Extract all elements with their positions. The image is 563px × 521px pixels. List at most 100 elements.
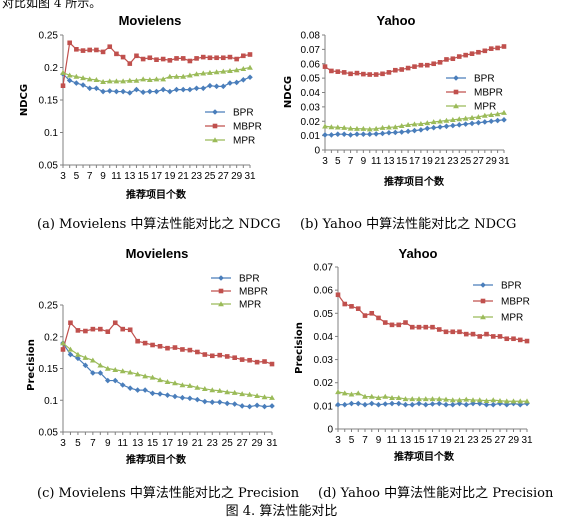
data-point-mbpr [423,324,429,330]
data-point-mbpr [355,306,361,311]
data-point-mbpr [382,320,388,325]
data-point-mpr [233,67,240,73]
data-point-mpr [104,365,111,371]
legend: BPR MBPR MPR [473,281,530,324]
data-point-mpr [392,124,399,130]
data-point-mbpr [495,45,500,51]
data-point-bpr [113,88,120,95]
data-point-mpr [449,397,456,403]
data-point-mbpr [380,71,385,77]
data-point-mpr [231,389,238,395]
data-point-mpr [429,396,436,402]
data-point-mpr [417,121,424,127]
data-point-mbpr [399,67,405,72]
data-point-mpr [366,126,373,132]
x-tick-label: 29 [508,435,520,446]
data-point-bpr [187,86,193,93]
data-point-bpr [362,401,368,408]
data-point-mpr [386,124,392,130]
data-point-mpr [149,374,156,380]
data-point-bpr [341,401,348,408]
x-tick-label: 5 [335,156,341,167]
data-point-mbpr [524,338,530,344]
data-point-bpr [149,390,156,397]
data-point-mbpr [247,52,253,57]
data-point-bpr [239,403,245,409]
data-point-bpr [187,395,193,402]
chart-movielens-ndcg: Movielens 0.05 0.1 0.15 0.2 0.25 3 5 7 9 11 13 15 17 1… [19,13,262,201]
data-point-mpr [146,77,153,83]
x-tick-label: 25 [481,435,493,446]
x-tick-label: 9 [376,435,382,446]
data-point-mbpr [418,62,424,68]
data-point-bpr [443,401,449,408]
y-tick-label: 0.01 [301,131,321,142]
y-tick-label: 0.06 [301,59,321,70]
legend-label-bpr: BPR [474,74,495,85]
data-point-mbpr [98,326,103,332]
x-tick-label: 31 [521,435,533,446]
x-tick-label: 7 [348,156,354,167]
legend-label-mpr: MPR [474,102,496,113]
data-point-bpr [482,119,488,125]
legend-label-mpr: MPR [233,136,255,147]
data-point-mpr [335,389,341,395]
data-point-mpr [224,389,231,395]
data-point-mbpr [107,44,113,49]
data-point-mbpr [150,342,155,348]
data-point-mbpr [443,329,449,335]
legend-label-bpr: BPR [501,281,522,292]
data-point-mbpr [180,56,186,61]
data-point-mbpr [424,62,430,68]
legend-marker-mbpr [480,298,486,304]
data-point-mpr [398,123,405,129]
data-point-mbpr [389,322,395,328]
chart-title: Movielens [126,246,189,261]
x-tick-label: 27 [218,171,230,182]
data-point-bpr [402,401,409,408]
x-tick-label: 29 [252,438,264,449]
series-bpr [60,340,275,410]
data-point-mpr [334,124,341,130]
legend-marker-bpr [480,282,486,288]
data-point-bpr [475,119,482,126]
data-point-mbpr [403,320,408,325]
data-point-mbpr [180,347,185,352]
data-point-mpr [510,398,517,404]
data-point-mbpr [100,49,106,55]
data-point-bpr [354,131,360,137]
data-point-mpr [227,67,233,73]
data-point-mbpr [247,357,252,363]
x-tick-label: 31 [244,171,256,182]
data-point-bpr [416,400,422,407]
x-tick-label: 19 [422,156,434,167]
chart-movielens-precision: Movielens 0.05 0.1 0.15 0.2 0.25 3 5 7 9 11 13 15 17 1… [26,246,278,466]
data-point-mbpr [269,361,275,367]
data-point-mbpr [224,354,230,359]
legend-marker-mbpr [212,123,218,129]
data-point-mbpr [450,329,456,335]
data-point-bpr [147,88,153,95]
data-point-mpr [239,391,246,397]
x-tick-label: 7 [362,435,368,446]
legend-label-mpr: MPR [239,300,261,311]
data-point-bpr [180,86,187,93]
legend-label-mbpr: MBPR [474,88,503,99]
data-point-mpr [220,68,227,74]
legend-marker-bpr [453,75,459,81]
data-point-mpr [424,120,431,126]
data-point-mbpr [376,315,381,321]
x-tick-label: 13 [400,435,412,446]
data-point-bpr [213,83,220,90]
data-point-mpr [430,119,437,125]
data-point-bpr [418,127,424,133]
data-point-mbpr [172,345,178,350]
data-point-mpr [322,123,328,129]
data-point-bpr [347,132,354,138]
data-point-bpr [379,130,386,137]
caption-d: (d) Yahoo 中算法性能对比之 Precision [318,486,554,501]
data-point-mpr [355,390,362,396]
data-point-mbpr [501,44,507,49]
data-point-mpr [247,64,253,70]
data-point-mbpr [187,58,193,64]
